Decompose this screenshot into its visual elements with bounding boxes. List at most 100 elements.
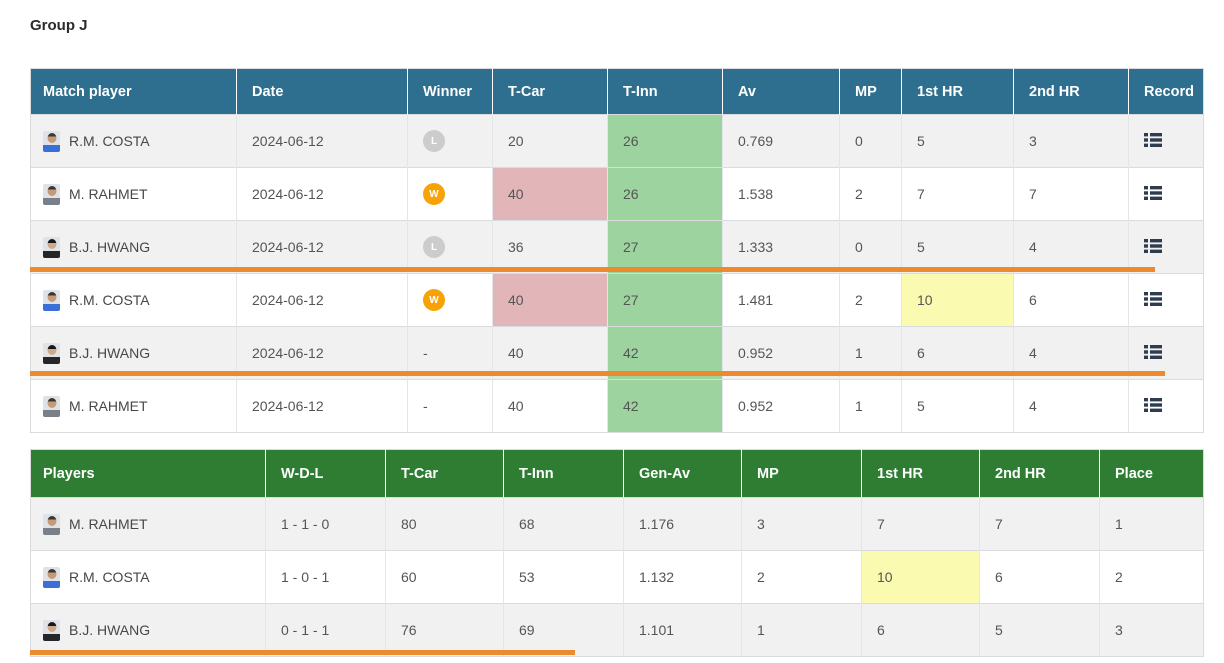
cell-mp: 1 — [839, 326, 902, 380]
cell-gen-av: 1.132 — [623, 550, 742, 604]
col-gen-av: Gen-Av — [623, 449, 742, 498]
player-name: B.J. HWANG — [69, 345, 151, 361]
player-name: R.M. COSTA — [69, 292, 150, 308]
cell-1st-hr: 7 — [901, 167, 1014, 221]
cell-date: 2024-06-12 — [236, 114, 408, 168]
cell-winner: W — [407, 273, 493, 327]
record-list-icon[interactable] — [1144, 344, 1162, 359]
cell-t-inn: 26 — [607, 167, 723, 221]
cell-t-car: 36 — [492, 220, 608, 274]
cell-t-inn: 27 — [607, 220, 723, 274]
cell-winner: L — [407, 114, 493, 168]
player-name: M. RAHMET — [69, 516, 148, 532]
col-match-player: Match player — [30, 68, 237, 115]
standings-header-row: Players W-D-L T-Car T-Inn Gen-Av MP 1st … — [30, 449, 1204, 498]
no-result-dash: - — [423, 398, 428, 414]
cell-2nd-hr: 3 — [1013, 114, 1129, 168]
match-row: B.J. HWANG 2024-06-12 L 36 27 1.333 0 5 … — [30, 220, 1204, 274]
cell-mp: 1 — [839, 379, 902, 433]
cell-1st-hr: 6 — [901, 326, 1014, 380]
match-results-table: Match player Date Winner T-Car T-Inn Av … — [30, 68, 1204, 433]
cell-t-car: 40 — [492, 379, 608, 433]
player-avatar — [43, 395, 60, 417]
cell-winner: W — [407, 167, 493, 221]
col-t-car: T-Car — [492, 68, 608, 115]
cell-av: 0.952 — [722, 326, 840, 380]
highlight-underline — [30, 371, 1165, 376]
player-avatar — [43, 619, 60, 641]
col-wdl: W-D-L — [265, 449, 386, 498]
player-avatar — [43, 566, 60, 588]
cell-winner: - — [407, 326, 493, 380]
cell-2nd-hr: 4 — [1013, 326, 1129, 380]
player-avatar — [43, 183, 60, 205]
record-list-icon[interactable] — [1144, 238, 1162, 253]
record-list-icon[interactable] — [1144, 132, 1162, 147]
cell-1st-hr: 10 — [861, 550, 980, 604]
no-result-dash: - — [423, 345, 428, 361]
cell-mp: 2 — [839, 273, 902, 327]
record-list-icon[interactable] — [1144, 291, 1162, 306]
cell-t-inn: 42 — [607, 326, 723, 380]
record-list-icon[interactable] — [1144, 185, 1162, 200]
match-header-row: Match player Date Winner T-Car T-Inn Av … — [30, 68, 1204, 115]
col-2nd-hr: 2nd HR — [1013, 68, 1129, 115]
cell-t-inn: 68 — [503, 497, 624, 551]
cell-t-inn: 69 — [503, 603, 624, 657]
match-row: R.M. COSTA 2024-06-12 W 40 27 1.481 2 10… — [30, 273, 1204, 327]
cell-2nd-hr: 6 — [979, 550, 1100, 604]
cell-record — [1128, 114, 1204, 168]
cell-1st-hr: 5 — [901, 220, 1014, 274]
cell-winner: L — [407, 220, 493, 274]
cell-av: 0.769 — [722, 114, 840, 168]
cell-record — [1128, 379, 1204, 433]
col-t-car: T-Car — [385, 449, 504, 498]
col-players: Players — [30, 449, 266, 498]
cell-t-car: 80 — [385, 497, 504, 551]
player-name: M. RAHMET — [69, 398, 148, 414]
cell-date: 2024-06-12 — [236, 326, 408, 380]
cell-mp: 1 — [741, 603, 862, 657]
cell-record — [1128, 273, 1204, 327]
match-row: M. RAHMET 2024-06-12 W 40 26 1.538 2 7 7 — [30, 167, 1204, 221]
player-name: B.J. HWANG — [69, 622, 151, 638]
cell-1st-hr: 5 — [901, 379, 1014, 433]
cell-date: 2024-06-12 — [236, 167, 408, 221]
col-1st-hr: 1st HR — [901, 68, 1014, 115]
cell-t-car: 76 — [385, 603, 504, 657]
cell-av: 1.481 — [722, 273, 840, 327]
match-row: M. RAHMET 2024-06-12 - 40 42 0.952 1 5 4 — [30, 379, 1204, 433]
cell-av: 1.538 — [722, 167, 840, 221]
player-name: R.M. COSTA — [69, 569, 150, 585]
cell-wdl: 0 - 1 - 1 — [265, 603, 386, 657]
cell-wdl: 1 - 0 - 1 — [265, 550, 386, 604]
standings-table: Players W-D-L T-Car T-Inn Gen-Av MP 1st … — [30, 449, 1204, 657]
standings-row: M. RAHMET 1 - 1 - 0 80 68 1.176 3 7 7 1 — [30, 497, 1204, 551]
cell-2nd-hr: 4 — [1013, 379, 1129, 433]
cell-mp: 2 — [839, 167, 902, 221]
cell-mp: 3 — [741, 497, 862, 551]
loss-badge: L — [423, 236, 445, 258]
cell-av: 0.952 — [722, 379, 840, 433]
player-avatar — [43, 130, 60, 152]
col-1st-hr: 1st HR — [861, 449, 980, 498]
cell-date: 2024-06-12 — [236, 379, 408, 433]
cell-wdl: 1 - 1 - 0 — [265, 497, 386, 551]
cell-t-inn: 42 — [607, 379, 723, 433]
col-record: Record — [1128, 68, 1204, 115]
cell-mp: 0 — [839, 220, 902, 274]
cell-t-inn: 27 — [607, 273, 723, 327]
col-winner: Winner — [407, 68, 493, 115]
cell-date: 2024-06-12 — [236, 220, 408, 274]
cell-t-inn: 53 — [503, 550, 624, 604]
player-name: R.M. COSTA — [69, 133, 150, 149]
standings-row: R.M. COSTA 1 - 0 - 1 60 53 1.132 2 10 6 … — [30, 550, 1204, 604]
cell-t-car: 60 — [385, 550, 504, 604]
col-mp: MP — [839, 68, 902, 115]
cell-av: 1.333 — [722, 220, 840, 274]
cell-record — [1128, 326, 1204, 380]
col-mp: MP — [741, 449, 862, 498]
record-list-icon[interactable] — [1144, 397, 1162, 412]
cell-2nd-hr: 6 — [1013, 273, 1129, 327]
